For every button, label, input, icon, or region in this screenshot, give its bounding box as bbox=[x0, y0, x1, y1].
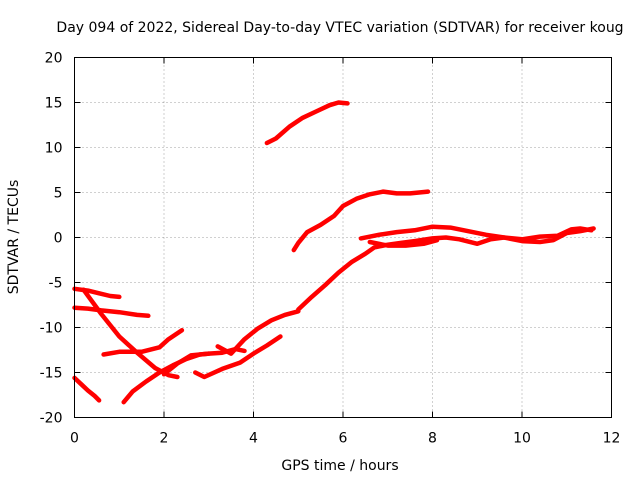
x-tick-label: 2 bbox=[160, 431, 169, 447]
y-tick-label: -10 bbox=[40, 321, 63, 337]
x-axis-label: GPS time / hours bbox=[281, 458, 398, 474]
y-tick-label: -15 bbox=[40, 366, 63, 382]
series-line-arc-9 bbox=[215, 309, 301, 356]
series-line-arc-1 bbox=[72, 305, 151, 319]
x-tick-label: 6 bbox=[339, 431, 348, 447]
series-line-arc-10 bbox=[296, 226, 596, 312]
chart-title: Day 094 of 2022, Sidereal Day-to-day VTE… bbox=[56, 20, 623, 36]
y-tick-label: 0 bbox=[54, 231, 63, 247]
series-line-arc-2 bbox=[72, 286, 122, 300]
x-tick-label: 0 bbox=[70, 431, 79, 447]
x-tick-label: 4 bbox=[249, 431, 258, 447]
series-line-arc-11 bbox=[367, 237, 440, 248]
y-tick-label: 5 bbox=[54, 186, 63, 202]
y-tick-label: -20 bbox=[40, 411, 63, 427]
series-line-arc-5 bbox=[101, 327, 185, 357]
y-tick-label: 10 bbox=[45, 141, 63, 157]
series-line-arc-14 bbox=[264, 100, 350, 146]
x-tick-label: 12 bbox=[603, 431, 621, 447]
series-line-arc-8 bbox=[193, 334, 283, 380]
series-layer bbox=[72, 100, 596, 405]
y-tick-label: 20 bbox=[45, 51, 63, 67]
x-tick-label: 8 bbox=[428, 431, 437, 447]
series-line-arc-3 bbox=[72, 375, 102, 403]
x-tick-label: 10 bbox=[513, 431, 531, 447]
tick-layer bbox=[74, 57, 612, 418]
y-axis-label: SDTVAR / TECUs bbox=[6, 180, 22, 295]
series-line-arc-13 bbox=[291, 189, 431, 253]
series-line-arc-12 bbox=[358, 224, 594, 242]
series-line-arc-4 bbox=[81, 287, 180, 380]
series-line-arc-6 bbox=[121, 351, 212, 405]
y-tick-label: -5 bbox=[49, 276, 63, 292]
y-tick-label: 15 bbox=[45, 96, 63, 112]
tick-label-layer: 0 2 4 6 8 10 12 -20 -15 -10 -5 0 5 10 15 20 bbox=[40, 51, 621, 447]
